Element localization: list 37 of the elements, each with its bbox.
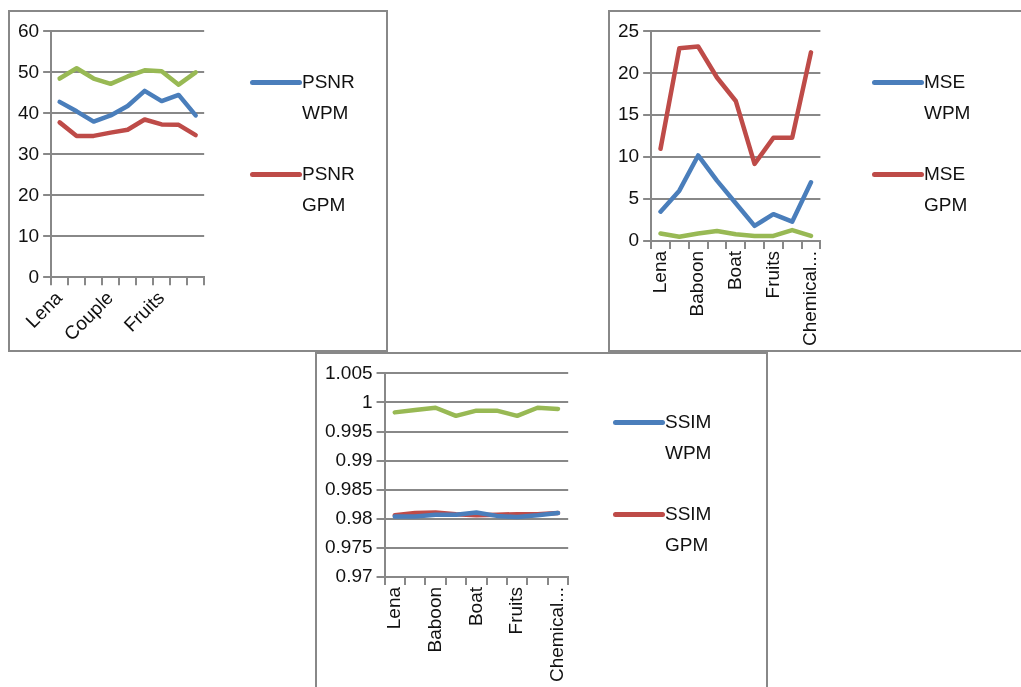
x-tick-label: Lena [382, 586, 404, 630]
x-tick-label: Chemical... [799, 250, 821, 346]
x-tick-label: Lena [648, 250, 670, 294]
y-tick-label: 0.995 [325, 419, 373, 441]
y-tick-label: 20 [617, 61, 640, 83]
y-tick-label: 1.005 [325, 361, 373, 383]
legend-label: SSIM WPM [665, 410, 713, 465]
y-tick-label: 30 [17, 142, 40, 164]
y-tick-label: 50 [17, 60, 40, 82]
legend-label: PSNR WPM [302, 70, 356, 125]
y-tick-label: 0.985 [325, 477, 373, 499]
legend-label: MSE GPM [924, 162, 969, 217]
y-tick-label: 0.97 [335, 565, 373, 587]
x-tick-label: Boat [464, 586, 486, 627]
x-tick-label: Chemical... [546, 586, 568, 682]
y-tick-label: 10 [617, 145, 640, 167]
x-tick-label: Boat [723, 250, 745, 291]
legend-label: PSNR GPM [302, 162, 356, 217]
y-tick-label: 0.98 [335, 507, 373, 529]
y-tick-label: 0 [28, 265, 40, 287]
x-tick-label: Baboon [423, 586, 445, 653]
y-tick-label: 60 [17, 19, 40, 41]
y-tick-label: 0.975 [325, 536, 373, 558]
x-tick-label: Fruits [761, 250, 783, 299]
x-tick-label: Baboon [686, 250, 708, 317]
y-tick-label: 0.99 [335, 448, 373, 470]
y-tick-label: 25 [617, 19, 640, 41]
y-tick-label: 10 [17, 224, 40, 246]
legend-label: SSIM GPM [665, 502, 713, 557]
legend-label: MSE WPM [924, 70, 972, 125]
x-tick-label: Fruits [505, 586, 527, 635]
y-tick-label: 0 [628, 229, 640, 251]
y-tick-label: 5 [628, 187, 640, 209]
y-tick-label: 1 [361, 390, 373, 412]
y-tick-label: 15 [617, 103, 640, 125]
y-tick-label: 20 [17, 183, 40, 205]
y-tick-label: 40 [17, 101, 40, 123]
